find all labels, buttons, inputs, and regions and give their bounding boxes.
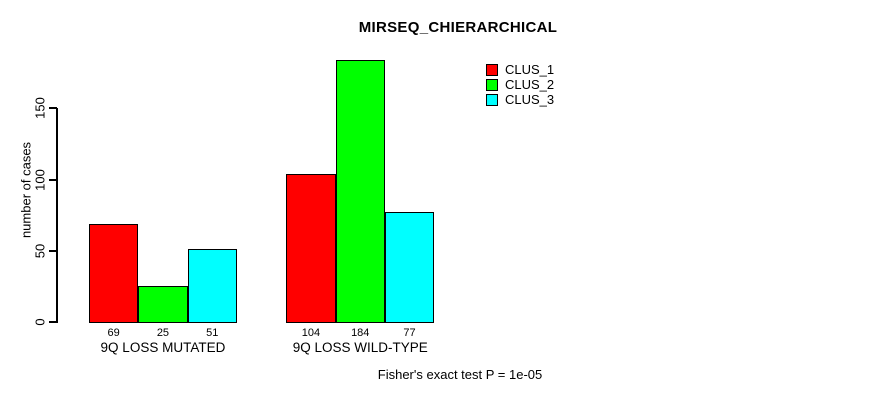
- bar-value-label: 51: [206, 327, 219, 339]
- bar-value-label: 77: [403, 327, 416, 339]
- legend-swatch-icon: [486, 93, 498, 106]
- legend-item-clus_2: CLUS_2: [486, 77, 554, 92]
- legend-label: CLUS_2: [505, 77, 555, 92]
- y-tick-mark: [49, 249, 57, 252]
- bar-clus_1-2: [286, 173, 336, 323]
- legend-label: CLUS_3: [505, 92, 555, 107]
- bar-clus_1-1: [89, 223, 139, 323]
- bar-value-label: 25: [156, 327, 170, 339]
- bar-clus_3-2: [384, 212, 435, 323]
- legend-swatch-icon: [486, 63, 498, 76]
- bar-clus_2-1: [138, 286, 188, 323]
- legend-label: CLUS_1: [505, 62, 555, 77]
- legend-item-clus_1: CLUS_1: [486, 62, 554, 77]
- y-tick-label: 50: [32, 243, 48, 259]
- bar-clus_3-1: [187, 249, 237, 323]
- chart-title: MIRSEQ_CHIERARCHICAL: [358, 19, 558, 36]
- legend-item-clus_3: CLUS_3: [486, 92, 554, 107]
- legend-swatch-icon: [486, 78, 498, 91]
- group-label-1: 9Q LOSS MUTATED: [100, 340, 226, 355]
- bar-value-label: 184: [351, 327, 370, 339]
- bar-clus_2-2: [335, 59, 385, 323]
- y-tick-mark: [49, 178, 57, 181]
- fisher-test-note: Fisher's exact test P = 1e-05: [377, 367, 543, 382]
- y-axis-label: number of cases: [18, 141, 34, 239]
- bar-value-label: 104: [301, 327, 321, 339]
- legend: CLUS_1 CLUS_2 CLUS_3: [486, 62, 554, 107]
- y-axis-line: [56, 108, 58, 323]
- y-tick-label: 0: [32, 318, 48, 326]
- y-tick-label: 100: [32, 168, 48, 191]
- group-label-2: 9Q LOSS WILD-TYPE: [292, 340, 428, 355]
- bar-value-label: 69: [107, 327, 120, 339]
- y-tick-mark: [49, 107, 57, 110]
- y-tick-mark: [49, 321, 57, 323]
- y-tick-label: 150: [32, 97, 48, 120]
